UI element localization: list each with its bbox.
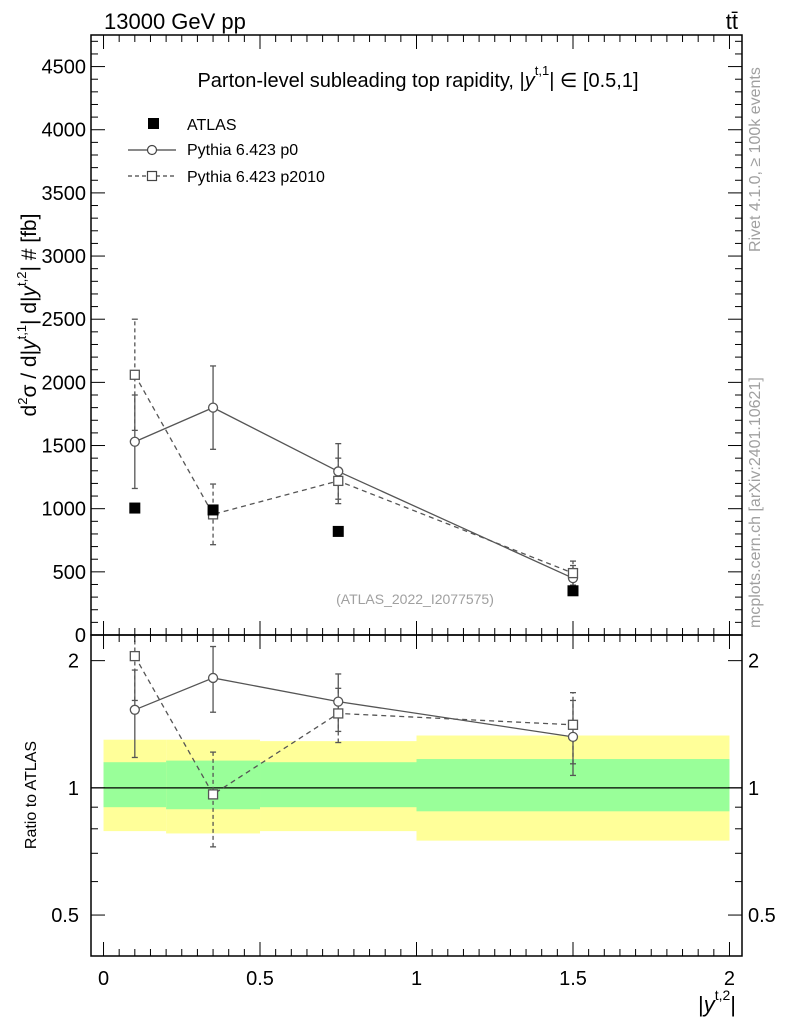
main-panel: 0 500 1000 1500 2000 2500 3000 3500 4000 4500 xyxy=(42,34,743,647)
x-tick-label: 0.5 xyxy=(246,968,274,990)
main-y-tick-label: 1500 xyxy=(42,436,87,458)
main-marker-p0 xyxy=(333,466,344,477)
ratio-y-axis-label: Ratio to ATLAS xyxy=(23,741,40,849)
main-marker-atlas xyxy=(129,502,141,514)
title-post: | ∈ [0.5,1] xyxy=(549,70,638,92)
x-axis-label: |yt,2| xyxy=(698,987,736,1017)
main-marker-p2010 xyxy=(333,475,344,487)
main-y-tick-label: 2500 xyxy=(42,309,87,331)
main-marker-atlas xyxy=(567,585,579,597)
legend-p0-marker xyxy=(146,144,158,156)
main-axis-ticks: 0 500 1000 1500 2000 2500 3000 3500 4000 4500 xyxy=(42,35,742,647)
ratio-uncertainty-bands xyxy=(103,735,730,841)
ratio-y-tick-label: 2 xyxy=(68,651,79,673)
main-marker-p2010 xyxy=(567,567,579,579)
x-tick-label: 2 xyxy=(724,968,735,990)
ratio-series-line-p0 xyxy=(134,677,574,738)
ratio-y-tick-label-right: 1 xyxy=(748,778,759,800)
legend: ATLAS Pythia 6.423 p0 Pythia 6.423 p2010 xyxy=(128,117,325,186)
ratio-band-inner xyxy=(260,762,417,808)
ratio-marker-p2010 xyxy=(129,650,140,662)
main-y-tick-label: 4000 xyxy=(42,120,87,142)
ratio-marker-p0 xyxy=(207,672,219,684)
ratio-marker-p2010 xyxy=(567,719,579,730)
legend-p2010-marker xyxy=(146,170,158,182)
main-marker-atlas xyxy=(207,504,219,516)
ratio-marker-p0 xyxy=(567,731,579,743)
legend-atlas-marker xyxy=(148,118,159,129)
legend-p2010-label: Pythia 6.423 p2010 xyxy=(187,169,325,186)
ratio-marker-p0 xyxy=(333,696,344,707)
analysis-watermark: (ATLAS_2022_I2077575) xyxy=(336,591,494,607)
main-series-line-p2010 xyxy=(134,374,574,574)
ratio-y-tick-label-right: 2 xyxy=(748,651,759,673)
ratio-marker-p2010 xyxy=(333,708,344,719)
plot-title: Parton-level subleading top rapidity, |y… xyxy=(197,63,638,92)
main-y-tick-label: 3500 xyxy=(42,183,87,205)
legend-p0-label: Pythia 6.423 p0 xyxy=(187,142,298,159)
main-marker-p0 xyxy=(129,436,140,447)
header-process: tt̄ xyxy=(726,9,738,34)
title-y: y xyxy=(523,70,536,92)
ratio-marker-p0 xyxy=(129,704,140,715)
main-marker-p2010 xyxy=(129,369,140,380)
ratio-plot-marks xyxy=(91,635,742,848)
ratio-panel: 0 0.5 1 1.5 2 0.5 0.5 1 1 2 2 xyxy=(51,634,776,990)
ratio-y-tick-label: 0.5 xyxy=(51,905,79,927)
rivet-version-label: Rivet 4.1.0, ≥ 100k events xyxy=(747,67,764,252)
main-y-tick-label: 3000 xyxy=(42,246,87,268)
x-tick-label: 0 xyxy=(98,968,109,990)
main-marker-atlas xyxy=(332,525,344,537)
ratio-band-inner xyxy=(103,762,167,808)
main-y-tick-label: 1000 xyxy=(42,499,87,521)
mcplots-credit-label: mcplots.cern.ch [arXiv:2401.10621] xyxy=(747,377,764,628)
legend-atlas-label: ATLAS xyxy=(187,117,237,134)
main-y-axis-label: d2σ / d|yt,1| d|yt,2| # [fb] xyxy=(14,214,41,417)
ratio-marker-p2010 xyxy=(207,789,219,800)
ratio-y-tick-label: 1 xyxy=(68,778,79,800)
ratio-axis-ticks: 0 0.5 1 1.5 2 0.5 0.5 1 1 2 2 xyxy=(51,635,776,990)
x-tick-label: 1.5 xyxy=(559,968,587,990)
main-y-tick-label: 4500 xyxy=(42,57,87,79)
title-pre: Parton-level subleading top rapidity, | xyxy=(197,70,524,92)
main-y-tick-label: 0 xyxy=(75,625,86,647)
ratio-series-line-p2010 xyxy=(134,655,574,796)
main-y-tick-label: 2000 xyxy=(42,372,87,394)
x-tick-label: 1 xyxy=(411,968,422,990)
main-marker-p0 xyxy=(207,402,219,413)
main-series-line-p0 xyxy=(134,406,574,579)
ratio-y-tick-label-right: 0.5 xyxy=(748,905,776,927)
main-plot-marks xyxy=(129,318,579,597)
header-collision-energy: 13000 GeV pp xyxy=(104,9,246,34)
title-sup: t,1 xyxy=(535,63,549,78)
main-y-tick-label: 500 xyxy=(53,562,86,584)
